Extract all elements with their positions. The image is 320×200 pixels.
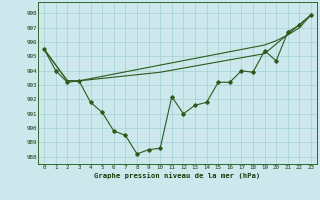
X-axis label: Graphe pression niveau de la mer (hPa): Graphe pression niveau de la mer (hPa) [94, 172, 261, 179]
